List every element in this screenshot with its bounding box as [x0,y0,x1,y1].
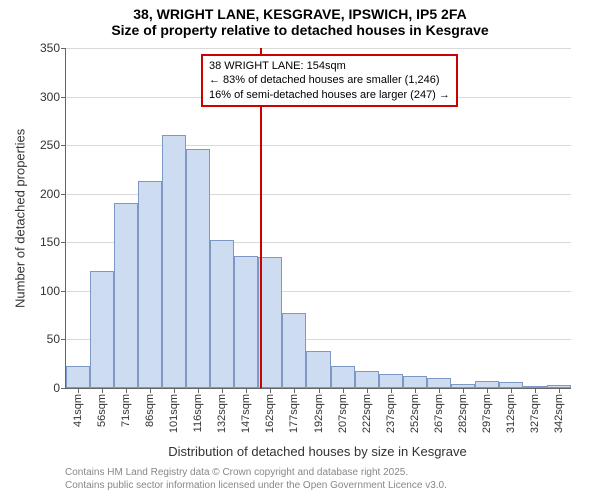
xtick-mark [270,388,271,393]
xtick-label: 101sqm [168,394,180,433]
xtick-label: 177sqm [288,394,300,433]
ytick-label: 100 [40,284,60,298]
x-axis-label: Distribution of detached houses by size … [65,444,570,459]
ytick-label: 150 [40,235,60,249]
ytick-label: 350 [40,41,60,55]
xtick-label: 222sqm [361,394,373,433]
xtick-mark [511,388,512,393]
histogram-bar [234,256,258,388]
xtick-mark [367,388,368,393]
histogram-bar [475,381,499,388]
xtick-label: 192sqm [313,394,325,433]
histogram-bar [355,371,379,388]
xtick-mark [439,388,440,393]
histogram-bar [427,378,451,388]
xtick-mark [319,388,320,393]
xtick-mark [78,388,79,393]
gridline [66,145,571,146]
xtick-label: 207sqm [337,394,349,433]
histogram-bar [162,135,186,388]
histogram-bar [306,351,330,388]
xtick-label: 132sqm [216,394,228,433]
histogram-bar [379,374,403,388]
xtick-label: 252sqm [409,394,421,433]
ytick-mark [61,339,66,340]
xtick-mark [198,388,199,393]
xtick-mark [343,388,344,393]
xtick-mark [174,388,175,393]
callout-line: 16% of semi-detached houses are larger (… [209,88,450,102]
histogram-bar [403,376,427,388]
xtick-label: 237sqm [385,394,397,433]
xtick-mark [150,388,151,393]
callout-line: ← 83% of detached houses are smaller (1,… [209,73,450,87]
ytick-label: 50 [47,332,60,346]
xtick-label: 116sqm [192,394,204,432]
ytick-mark [61,145,66,146]
ytick-mark [61,97,66,98]
xtick-label: 147sqm [240,394,252,433]
ytick-label: 0 [53,381,60,395]
chart-container: 38, WRIGHT LANE, KESGRAVE, IPSWICH, IP5 … [0,0,600,500]
xtick-label: 162sqm [264,394,276,433]
histogram-bar [114,203,138,388]
histogram-bar [138,181,162,388]
chart-title-line1: 38, WRIGHT LANE, KESGRAVE, IPSWICH, IP5 … [0,0,600,22]
callout-line: 38 WRIGHT LANE: 154sqm [209,59,450,73]
ytick-mark [61,291,66,292]
footer-line2: Contains public sector information licen… [65,479,447,492]
xtick-mark [102,388,103,393]
xtick-mark [535,388,536,393]
histogram-bar [282,313,306,388]
histogram-bar [90,271,114,388]
xtick-label: 327sqm [529,394,541,433]
y-axis-label: Number of detached properties [13,129,28,308]
xtick-label: 71sqm [120,394,132,427]
xtick-mark [559,388,560,393]
xtick-label: 41sqm [72,394,84,427]
ytick-mark [61,242,66,243]
ytick-mark [61,194,66,195]
gridline [66,48,571,49]
xtick-mark [487,388,488,393]
xtick-label: 56sqm [96,394,108,427]
xtick-label: 282sqm [457,394,469,433]
xtick-mark [415,388,416,393]
ytick-label: 300 [40,90,60,104]
xtick-mark [391,388,392,393]
ytick-mark [61,48,66,49]
xtick-mark [126,388,127,393]
xtick-label: 86sqm [144,394,156,427]
callout-box: 38 WRIGHT LANE: 154sqm← 83% of detached … [201,54,458,107]
xtick-label: 342sqm [553,394,565,433]
histogram-bar [331,366,355,388]
ytick-label: 200 [40,187,60,201]
histogram-bar [66,366,90,388]
histogram-bar [186,149,210,388]
chart-title-line2: Size of property relative to detached ho… [0,22,600,40]
xtick-label: 312sqm [505,394,517,433]
xtick-mark [222,388,223,393]
xtick-label: 297sqm [481,394,493,433]
xtick-mark [246,388,247,393]
plot-area: 05010015020025030035041sqm56sqm71sqm86sq… [65,48,571,389]
footer-line1: Contains HM Land Registry data © Crown c… [65,466,447,479]
xtick-label: 267sqm [433,394,445,433]
xtick-mark [294,388,295,393]
histogram-bar [210,240,234,388]
xtick-mark [463,388,464,393]
footer-attribution: Contains HM Land Registry data © Crown c… [65,466,447,492]
ytick-mark [61,388,66,389]
histogram-bar [258,257,282,388]
ytick-label: 250 [40,138,60,152]
